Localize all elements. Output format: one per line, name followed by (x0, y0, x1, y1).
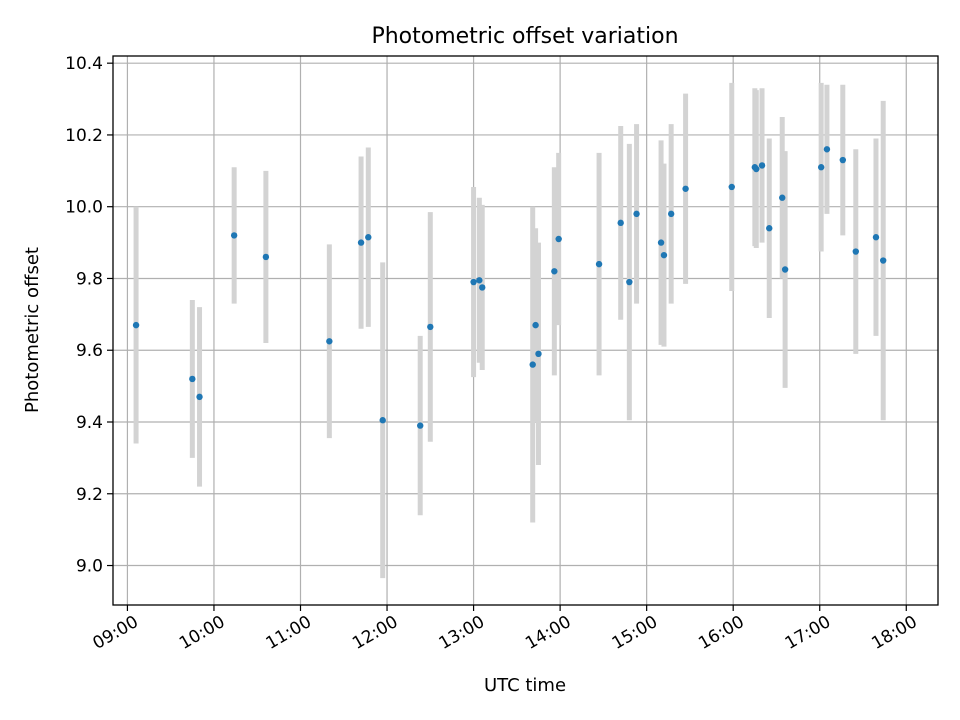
data-point (132, 321, 140, 329)
x-tick-label: 16:00 (695, 612, 747, 654)
data-point (189, 375, 196, 383)
x-tick-label: 15:00 (609, 612, 661, 654)
x-tick-label: 09:00 (89, 612, 141, 654)
data-point (535, 350, 542, 358)
errorbar-layer (133, 82, 886, 579)
data-point (196, 393, 203, 401)
data-point (551, 268, 558, 275)
data-point (529, 361, 536, 368)
x-tick-label: 11:00 (263, 612, 315, 654)
data-point (470, 278, 477, 286)
y-tick-label: 9.4 (76, 413, 103, 433)
data-point (823, 146, 831, 153)
data-point (667, 210, 675, 218)
data-point (817, 164, 825, 171)
data-point (417, 422, 424, 429)
x-tick-label: 17:00 (782, 612, 834, 654)
data-point (766, 225, 773, 232)
data-point (753, 165, 760, 173)
x-tick-layer: 09:00 10:00 11:00 12:00 13:00 14:00 15:00 16:00… (89, 605, 921, 654)
data-point (872, 234, 880, 241)
data-point (476, 277, 483, 284)
grid-layer (113, 56, 938, 605)
x-tick-label: 12:00 (349, 612, 401, 654)
chart-title: Photometric offset variation (371, 24, 678, 49)
point-layer (132, 146, 887, 429)
data-point (532, 321, 539, 329)
data-point (230, 232, 238, 239)
x-tick-label: 18:00 (868, 612, 920, 654)
data-point (728, 183, 735, 191)
y-tick-label: 10.2 (65, 126, 103, 146)
x-axis-label: UTC time (484, 675, 566, 696)
y-tick-label: 9.2 (76, 485, 103, 505)
x-tick-label: 14:00 (522, 612, 574, 654)
data-point (682, 185, 689, 192)
y-tick-layer: 9.0 9.2 9.4 9.6 9.8 10.0 10.2 10.4 (65, 54, 113, 577)
y-tick-label: 10.4 (65, 54, 103, 74)
data-point (657, 239, 665, 246)
data-point (595, 260, 603, 268)
data-point (357, 239, 365, 246)
data-point (633, 210, 640, 218)
data-point (555, 235, 562, 243)
x-tick-label: 13:00 (436, 612, 488, 654)
data-point (626, 278, 633, 286)
data-point (479, 284, 486, 291)
y-tick-label: 9.6 (76, 341, 103, 361)
data-point (365, 234, 372, 241)
x-tick-label: 10:00 (176, 612, 228, 654)
data-point (852, 248, 859, 255)
data-point (379, 417, 386, 424)
data-point (781, 266, 789, 273)
data-point (779, 194, 786, 201)
y-tick-label: 9.8 (76, 269, 103, 289)
data-point (326, 338, 333, 345)
y-tick-label: 10.0 (65, 198, 103, 218)
y-axis-label: Photometric offset (22, 247, 43, 413)
y-tick-label: 9.0 (76, 557, 103, 577)
data-point (879, 257, 887, 264)
data-point (262, 253, 270, 261)
data-point (839, 156, 847, 164)
data-point (660, 251, 668, 259)
axes-frame (112, 55, 939, 606)
data-point (758, 162, 766, 169)
data-point (617, 219, 624, 227)
data-point (427, 323, 434, 331)
